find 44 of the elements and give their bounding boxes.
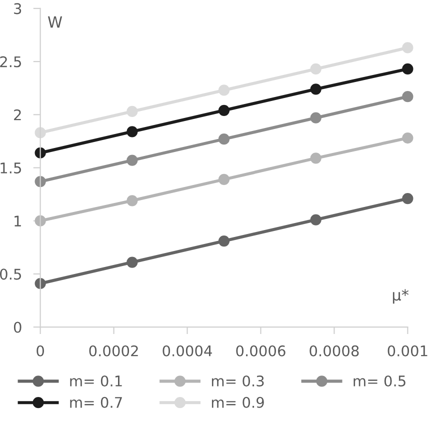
point (310, 112, 322, 124)
legend-label: m= 0.9 (212, 396, 264, 408)
point (218, 84, 230, 96)
point (310, 84, 322, 95)
legend-label: m= 0.7 (70, 396, 122, 408)
y-axis-title: W (48, 16, 62, 28)
point (310, 152, 322, 164)
point (34, 278, 46, 290)
legend-label: m= 0.3 (212, 375, 264, 387)
point (126, 195, 138, 206)
point (126, 126, 138, 138)
x-tick-label: 0.0008 (310, 345, 359, 356)
point (34, 147, 46, 158)
y-tick-label: 2 (14, 109, 21, 120)
y-tick-label: 3 (14, 3, 22, 14)
point (402, 132, 414, 144)
x-tick-label: 0 (36, 345, 44, 356)
point (126, 154, 138, 166)
point (402, 63, 414, 75)
point (402, 91, 414, 102)
legend-label: m= 0.5 (354, 375, 406, 387)
x-tick-label: 0.0006 (236, 345, 286, 356)
point (402, 192, 414, 204)
legend-label: m= 0.1 (70, 375, 122, 387)
point (310, 214, 322, 226)
y-tick-label: 0.5 (0, 268, 21, 280)
point (218, 235, 230, 247)
point (218, 174, 230, 185)
point (310, 63, 322, 75)
point (126, 256, 138, 268)
point (34, 215, 46, 226)
x-tick-label: 0.0004 (162, 345, 212, 356)
point (126, 106, 138, 118)
y-tick-label: 2.5 (0, 56, 21, 68)
point (218, 134, 230, 145)
point (34, 176, 46, 188)
y-tick-label: 0 (14, 322, 22, 333)
x-tick-label: 0.0002 (89, 345, 138, 356)
point (402, 42, 414, 54)
point (218, 104, 230, 116)
x-tick-label: 0.001 (388, 345, 428, 356)
x-axis-title: μ* (392, 289, 409, 304)
y-tick-label: 1 (14, 216, 21, 226)
y-tick-label: 1.5 (0, 162, 21, 174)
